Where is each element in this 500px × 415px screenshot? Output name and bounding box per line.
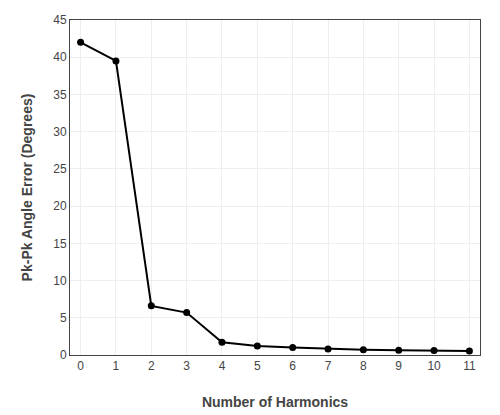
svg-text:45: 45 [53,13,67,27]
svg-text:Pk-Pk Angle Error (Degrees): Pk-Pk Angle Error (Degrees) [19,94,35,282]
svg-text:30: 30 [53,125,67,139]
svg-text:0: 0 [77,359,84,373]
svg-text:Number of Harmonics: Number of Harmonics [202,394,348,410]
svg-text:11: 11 [463,359,476,373]
svg-text:8: 8 [360,359,367,373]
svg-text:10: 10 [53,274,67,288]
svg-text:40: 40 [53,50,67,64]
svg-text:1: 1 [113,359,120,373]
svg-text:5: 5 [60,311,67,325]
svg-text:7: 7 [325,359,332,373]
svg-text:9: 9 [395,359,402,373]
svg-text:6: 6 [289,359,296,373]
svg-text:25: 25 [53,162,67,176]
svg-text:15: 15 [53,237,67,251]
svg-text:5: 5 [254,359,261,373]
svg-text:20: 20 [53,199,67,213]
svg-text:10: 10 [427,359,441,373]
svg-text:0: 0 [60,348,67,362]
svg-text:4: 4 [219,359,226,373]
svg-text:35: 35 [53,88,67,102]
svg-text:2: 2 [148,359,155,373]
svg-text:3: 3 [183,359,190,373]
